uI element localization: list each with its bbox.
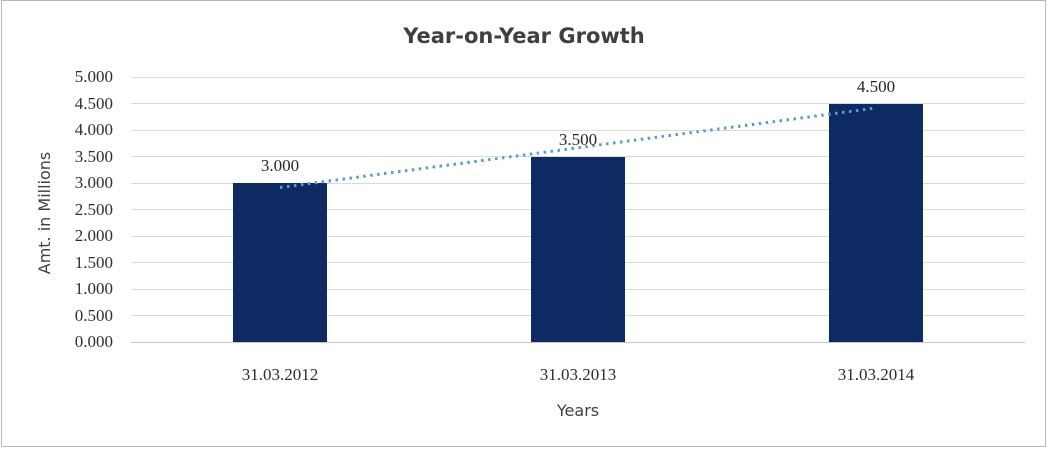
x-axis-title: Years (556, 401, 600, 420)
x-axis-line (131, 341, 1025, 343)
y-tick-label: 1.000 (74, 279, 113, 298)
x-tick-label: 31.03.2013 (539, 365, 617, 384)
bar-data-label: 3.500 (558, 129, 598, 149)
bar-31.03.2014 (829, 103, 923, 342)
y-tick-label: 2.000 (74, 226, 113, 245)
y-tick-label: 4.000 (74, 120, 113, 139)
y-tick-label: 0.500 (74, 305, 113, 325)
x-tick-label: 31.03.2014 (837, 365, 915, 384)
gridline (131, 129, 1025, 131)
plot-area (131, 76, 1025, 343)
bar-31.03.2013 (531, 156, 625, 342)
y-tick-label: 3.500 (74, 146, 113, 166)
y-tick-label: 1.500 (74, 252, 113, 272)
bar-data-label: 4.500 (856, 76, 896, 96)
bar-data-label: 3.000 (260, 156, 300, 175)
x-tick-label: 31.03.2012 (241, 365, 319, 384)
y-tick-label: 5.000 (74, 67, 113, 86)
chart-title: Year-on-Year Growth (403, 24, 645, 48)
y-tick-label: 2.500 (74, 199, 113, 219)
y-tick-label: 3.000 (74, 173, 113, 192)
y-tick-label: 4.500 (74, 93, 113, 113)
gridline (131, 76, 1025, 78)
gridline (131, 103, 1025, 104)
y-tick-label: 0.000 (74, 332, 113, 351)
bar-31.03.2012 (233, 183, 327, 342)
